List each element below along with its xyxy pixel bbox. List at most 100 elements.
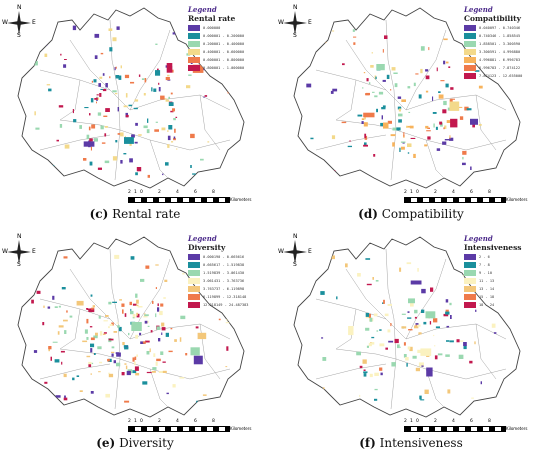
parcel <box>369 373 373 378</box>
parcel <box>180 315 186 320</box>
parcel <box>469 360 473 364</box>
parcel <box>102 89 107 92</box>
legend-item: 0.200001 - 0.400000 <box>188 40 270 48</box>
parcel <box>369 317 373 322</box>
parcel <box>474 70 480 72</box>
parcel <box>161 332 163 335</box>
parcel <box>193 355 203 365</box>
parcel <box>433 334 435 337</box>
parcel <box>88 361 92 365</box>
parcel <box>52 341 58 343</box>
parcel <box>61 361 63 365</box>
parcel <box>155 287 157 289</box>
parcel <box>403 342 406 346</box>
parcel <box>418 362 424 367</box>
parcel <box>401 99 406 102</box>
parcel <box>109 76 111 79</box>
legend-class-label: 6.119899 - 12.318148 <box>203 295 247 299</box>
scale-tick-label: 4 <box>452 190 455 195</box>
parcel <box>356 351 361 356</box>
scale-tick-label: 0 <box>416 419 419 424</box>
legend: Legend Compatibility 0.040097 - 0.740346 0.… <box>464 6 546 80</box>
parcel <box>396 127 401 131</box>
parcel <box>99 76 103 79</box>
parcel <box>225 322 230 324</box>
parcel <box>84 107 89 109</box>
parcel <box>48 88 52 92</box>
parcel <box>425 75 430 80</box>
parcel <box>93 335 98 339</box>
parcel <box>91 307 94 310</box>
parcel <box>63 397 68 401</box>
legend-item: 0.665617 - 1.519838 <box>188 261 270 269</box>
parcel <box>114 254 120 259</box>
parcel <box>133 107 138 110</box>
parcel <box>100 52 104 55</box>
parcel <box>93 79 97 83</box>
parcel <box>359 394 361 397</box>
parcel <box>144 314 149 317</box>
parcel <box>407 311 410 313</box>
parcel <box>171 141 174 143</box>
parcel <box>374 313 378 317</box>
parcel <box>102 333 106 335</box>
parcel <box>43 33 47 38</box>
parcel <box>372 91 375 93</box>
parcel <box>374 398 378 401</box>
parcel <box>366 345 369 348</box>
parcel <box>143 125 148 129</box>
legend-word: Legend <box>188 5 217 14</box>
scale-tick-label: 1 <box>410 190 413 195</box>
parcel <box>155 70 161 76</box>
scale-tick-label: 8 <box>488 190 491 195</box>
parcel <box>168 96 170 99</box>
panel-letter: (d) <box>358 207 378 221</box>
parcel <box>414 309 418 314</box>
panel-caption: (e) Diversity <box>0 436 270 450</box>
scale-tick-label: 2 <box>128 419 131 424</box>
parcel <box>134 366 139 371</box>
parcel <box>438 91 441 93</box>
parcel <box>167 74 170 77</box>
parcel <box>154 129 159 132</box>
parcel <box>146 371 152 374</box>
parcel <box>190 347 200 356</box>
parcel <box>433 318 438 323</box>
parcel <box>324 254 327 256</box>
parcel <box>97 346 102 350</box>
legend-class-label: 7 - 8 <box>479 263 490 267</box>
compass-s-label: S <box>17 261 21 268</box>
parcel <box>31 299 34 304</box>
parcel <box>413 153 416 158</box>
parcel <box>364 133 367 138</box>
parcel <box>99 331 103 336</box>
parcel <box>122 309 124 314</box>
scale-tick-label: 0 <box>416 190 419 195</box>
parcel <box>167 135 171 141</box>
parcel <box>130 310 134 315</box>
city-boundary <box>293 7 521 189</box>
legend-swatch <box>464 278 476 284</box>
parcel <box>458 354 464 359</box>
parcel <box>190 133 195 139</box>
parcel <box>443 38 448 41</box>
parcel <box>82 340 88 343</box>
parcel <box>73 119 77 123</box>
parcel <box>478 85 483 89</box>
parcel <box>186 85 191 89</box>
parcel <box>114 67 116 71</box>
parcel <box>383 299 385 304</box>
parcel <box>55 395 61 398</box>
scale-tick-label: 0 <box>140 190 143 195</box>
parcel <box>108 301 112 305</box>
scale-tick-label: 6 <box>194 190 197 195</box>
legend-item: 0.000190 - 0.665616 <box>188 253 270 261</box>
scale-tick-label: 8 <box>212 190 215 195</box>
parcel <box>168 102 174 106</box>
parcel <box>144 78 147 83</box>
parcel <box>385 347 388 350</box>
parcel <box>172 69 174 73</box>
parcel <box>99 361 103 364</box>
parcel <box>155 313 157 318</box>
parcel <box>398 108 401 112</box>
